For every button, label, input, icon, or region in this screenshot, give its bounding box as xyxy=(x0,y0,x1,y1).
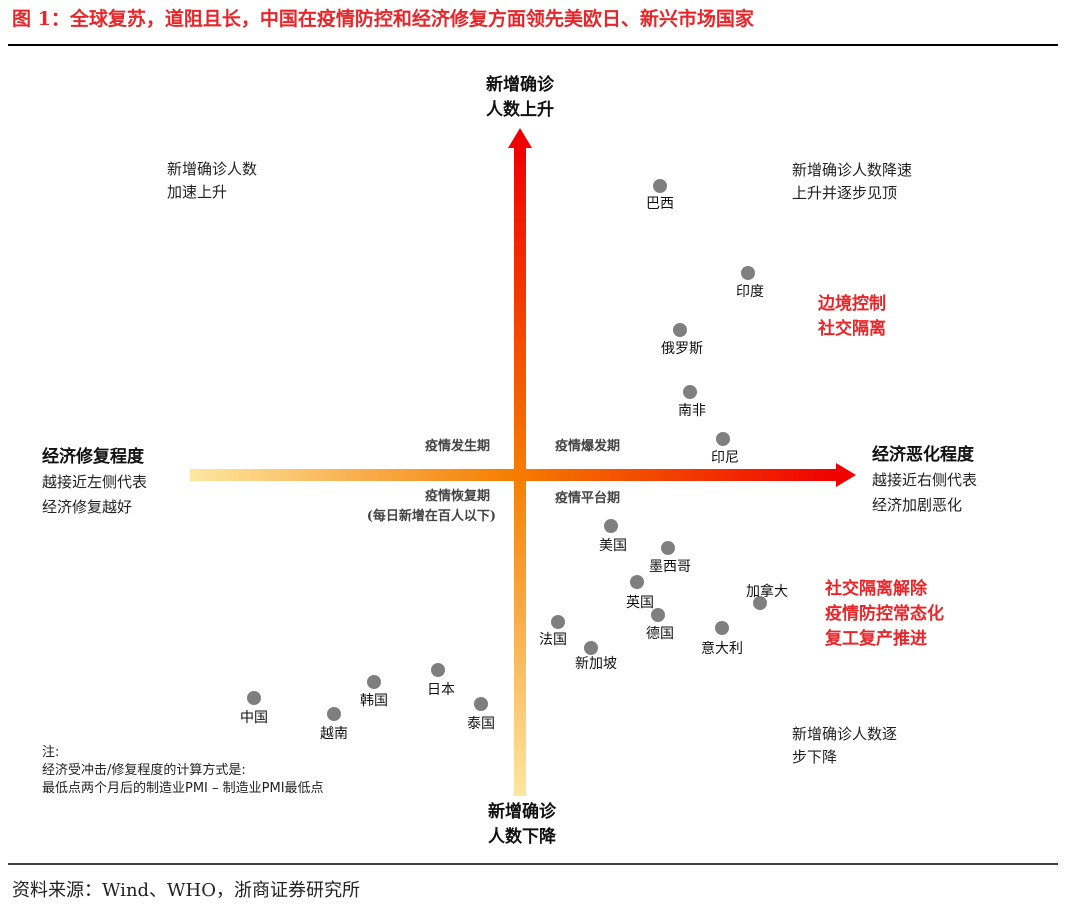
country-dot xyxy=(367,675,381,689)
country-label: 南非 xyxy=(678,403,706,419)
country-label: 法国 xyxy=(539,632,567,648)
note: 步下降 xyxy=(792,748,837,766)
title: 图 1：全球复苏，道阻且长，中国在疫情防控和经济修复方面领先美欧日、新兴市场国家 xyxy=(12,7,755,30)
country-label: 英国 xyxy=(626,594,654,611)
policy-note: 社交隔离 xyxy=(817,318,886,339)
country-label: 韩国 xyxy=(360,693,388,709)
note: 新增确诊人数逐 xyxy=(792,725,897,743)
axis-label: 经济恶化程度 xyxy=(872,444,975,465)
country-dot xyxy=(661,541,675,555)
policy-note: 社交隔离解除 xyxy=(824,578,928,599)
source: 资料来源：Wind、WHO，浙商证券研究所 xyxy=(12,880,360,901)
country-dot xyxy=(327,707,341,721)
country-label: 俄罗斯 xyxy=(661,341,703,357)
note: 加速上升 xyxy=(167,183,227,201)
country-label: 墨西哥 xyxy=(649,559,691,575)
country-label: 印尼 xyxy=(711,450,739,466)
footnote-line: 最低点两个月后的制造业PMI – 制造业PMI最低点 xyxy=(42,780,324,796)
country-dot xyxy=(651,608,665,622)
arrowhead xyxy=(836,463,856,487)
country-label: 越南 xyxy=(320,726,348,742)
note: 上升并逐步见顶 xyxy=(792,184,897,202)
country-dot xyxy=(683,385,697,399)
country-label: 意大利 xyxy=(701,640,743,657)
country-dot xyxy=(753,596,767,610)
country-label: 美国 xyxy=(599,538,627,554)
arrowhead xyxy=(508,128,532,148)
country-dot xyxy=(653,179,667,193)
axis-label: 越接近左侧代表 xyxy=(42,473,147,491)
country-label: 日本 xyxy=(427,682,455,698)
phase: 疫情平台期 xyxy=(555,490,620,506)
axis-label: 经济修复程度 xyxy=(42,446,145,467)
quadrant-notes: 新增确诊人数 加速上升 新增确诊人数降速 上升并逐步见顶 新增确诊人数逐 步下降… xyxy=(167,160,944,766)
footnote: 注: 经济受冲击/修复程度的计算方式是: 最低点两个月后的制造业PMI – 制造… xyxy=(42,745,324,796)
country-label: 中国 xyxy=(240,710,268,726)
country-dot xyxy=(716,432,730,446)
axis-label: 新增确诊 xyxy=(486,74,555,95)
policy-note: 疫情防控常态化 xyxy=(825,603,944,624)
phase: 疫情爆发期 xyxy=(555,438,620,454)
country-dot xyxy=(551,615,565,629)
country-label: 加拿大 xyxy=(746,583,788,600)
country-label: 泰国 xyxy=(467,716,495,732)
note: 新增确诊人数 xyxy=(167,160,257,178)
country-dot xyxy=(673,323,687,337)
footnote-line: 注: xyxy=(42,745,59,760)
country-dot xyxy=(474,697,488,711)
axis-label: 越接近右侧代表 xyxy=(872,471,977,489)
phase: 疫情发生期 xyxy=(425,438,490,454)
h-axis xyxy=(190,469,838,481)
phase: (每日新增在百人以下) xyxy=(367,508,496,524)
country-label: 新加坡 xyxy=(575,656,617,672)
axis-label: 经济加剧恶化 xyxy=(872,496,962,514)
note: 新增确诊人数降速 xyxy=(792,161,912,179)
country-dot xyxy=(431,663,445,677)
country-dot xyxy=(630,575,644,589)
country-dot xyxy=(715,621,729,635)
axis-label: 人数上升 xyxy=(486,99,554,120)
country-label: 巴西 xyxy=(646,196,674,212)
phase: 疫情恢复期 xyxy=(425,488,490,504)
axis-label: 经济修复越好 xyxy=(42,498,132,516)
country-dot xyxy=(741,266,755,280)
country-label: 德国 xyxy=(646,626,674,642)
footnote-line: 经济受冲击/修复程度的计算方式是: xyxy=(42,762,246,778)
country-dot xyxy=(247,691,261,705)
country-label: 印度 xyxy=(736,284,764,300)
policy-note: 复工复产推进 xyxy=(824,628,927,649)
policy-note: 边境控制 xyxy=(817,293,886,314)
axis-labels: 新增确诊 人数上升 新增确诊 人数下降 经济修复程度 越接近左侧代表 经济修复越… xyxy=(42,74,977,847)
country-dot xyxy=(584,641,598,655)
axis-label: 新增确诊 xyxy=(488,801,557,822)
axis-label: 人数下降 xyxy=(488,826,557,847)
country-dot xyxy=(604,519,618,533)
